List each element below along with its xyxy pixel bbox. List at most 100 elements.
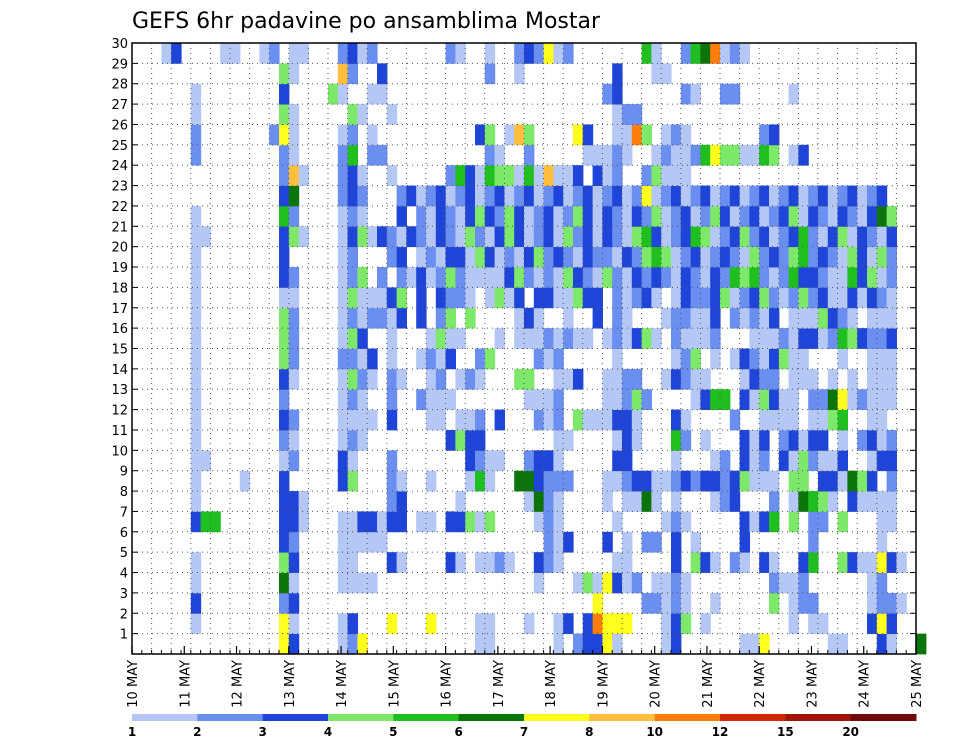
heatmap-cell — [533, 450, 545, 472]
heatmap-cell — [602, 328, 613, 349]
heatmap-cell — [553, 205, 564, 227]
heatmap-cell — [367, 572, 378, 594]
heatmap-cell — [484, 633, 496, 655]
heatmap-cell — [445, 287, 456, 309]
heatmap-cell — [759, 348, 770, 370]
heatmap-cell — [602, 491, 613, 512]
heatmap-cell — [465, 185, 476, 207]
heatmap-cell — [827, 307, 839, 329]
heatmap-cell — [749, 185, 760, 207]
heatmap-cell — [612, 165, 623, 186]
heatmap-cell — [504, 552, 515, 573]
heatmap-cell — [573, 124, 584, 146]
heatmap-cell — [798, 246, 809, 268]
heatmap-cell — [494, 328, 505, 349]
heatmap-cell — [592, 287, 603, 309]
heatmap-cell — [592, 633, 603, 655]
heatmap-cell — [377, 226, 388, 248]
heatmap-cell — [710, 307, 721, 329]
heatmap-cell — [347, 104, 358, 125]
heatmap-cell — [514, 205, 525, 227]
heatmap-cell — [837, 450, 848, 472]
heatmap-cell — [367, 287, 378, 309]
heatmap-cell — [886, 633, 897, 655]
heatmap-cell — [592, 205, 603, 227]
y-tick-label: 17 — [111, 302, 128, 317]
heatmap-cell — [827, 287, 839, 309]
heatmap-cell — [582, 226, 594, 248]
heatmap-cell — [514, 185, 525, 207]
heatmap-cell — [700, 226, 711, 248]
heatmap-cell — [671, 287, 682, 309]
heatmap-cell — [190, 348, 202, 370]
heatmap-cell — [484, 205, 496, 227]
heatmap-cell — [867, 348, 878, 370]
heatmap-cell — [631, 389, 643, 410]
heatmap-cell — [759, 389, 770, 410]
heatmap-cell — [720, 246, 731, 268]
heatmap-cell — [827, 246, 839, 268]
heatmap-cell — [749, 389, 760, 410]
heatmap-cell — [651, 43, 662, 64]
heatmap-cell — [759, 450, 770, 472]
heatmap-cell — [690, 531, 701, 553]
heatmap-cell — [778, 226, 790, 248]
heatmap-cell — [769, 348, 780, 370]
colorbar-label: 15 — [777, 725, 794, 739]
heatmap-cell — [886, 592, 897, 614]
heatmap-cell — [279, 389, 290, 410]
colorbar-swatch — [850, 714, 917, 721]
heatmap-cell — [592, 246, 603, 268]
heatmap-cell — [553, 328, 564, 349]
heatmap-cell — [808, 491, 819, 512]
heatmap-cell — [641, 328, 652, 349]
heatmap-cell — [367, 348, 378, 370]
colorbar-swatch — [589, 714, 656, 721]
heatmap-cell — [690, 307, 701, 329]
heatmap-cell — [720, 185, 731, 207]
heatmap-cell — [602, 572, 613, 594]
heatmap-cell — [710, 552, 721, 573]
colorbar-label: 4 — [324, 725, 332, 739]
heatmap-cell — [435, 328, 447, 349]
heatmap-cell — [827, 226, 839, 248]
heatmap-cell — [661, 165, 672, 186]
y-tick-label: 9 — [120, 465, 128, 480]
heatmap-cell — [798, 552, 809, 573]
heatmap-cell — [190, 226, 202, 248]
heatmap-cell — [279, 165, 290, 186]
heatmap-cell — [396, 246, 407, 268]
heatmap-cell — [337, 185, 349, 207]
heatmap-cell — [622, 409, 633, 431]
y-tick-label: 6 — [120, 526, 128, 541]
heatmap-cell — [426, 470, 437, 492]
heatmap-cell — [279, 63, 290, 85]
heatmap-cell — [288, 307, 300, 329]
heatmap-cell — [288, 613, 300, 635]
x-tick-label: 22 MAY — [753, 660, 768, 708]
heatmap-cell — [612, 226, 623, 248]
heatmap-cell — [876, 185, 888, 207]
heatmap-cell — [288, 43, 300, 64]
heatmap-cell — [377, 531, 388, 553]
heatmap-cell — [445, 205, 456, 227]
heatmap-cell — [279, 429, 290, 451]
heatmap-cell — [671, 450, 682, 472]
heatmap-cell — [553, 552, 564, 573]
heatmap-cell — [602, 226, 613, 248]
heatmap-cell — [710, 450, 721, 472]
heatmap-cell — [739, 267, 750, 288]
heatmap-cell — [582, 328, 594, 349]
heatmap-cell — [837, 246, 848, 268]
heatmap-cell — [602, 83, 613, 105]
heatmap-cell — [631, 368, 643, 390]
heatmap-cell — [396, 307, 407, 329]
heatmap-cell — [622, 104, 633, 125]
heatmap-cell — [347, 348, 358, 370]
heatmap-cell — [680, 287, 692, 309]
heatmap-cell — [739, 226, 750, 248]
heatmap-cell — [778, 429, 790, 451]
heatmap-cell — [337, 368, 349, 390]
heatmap-cell — [798, 491, 809, 512]
heatmap-cell — [769, 409, 780, 431]
